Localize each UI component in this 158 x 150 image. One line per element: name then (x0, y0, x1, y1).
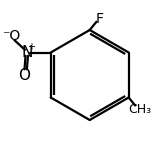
Text: O: O (18, 68, 30, 83)
Text: ⁻O: ⁻O (2, 29, 20, 43)
Text: +: + (27, 42, 35, 51)
Text: CH₃: CH₃ (128, 103, 152, 116)
Text: N: N (21, 45, 32, 60)
Text: F: F (95, 12, 103, 26)
